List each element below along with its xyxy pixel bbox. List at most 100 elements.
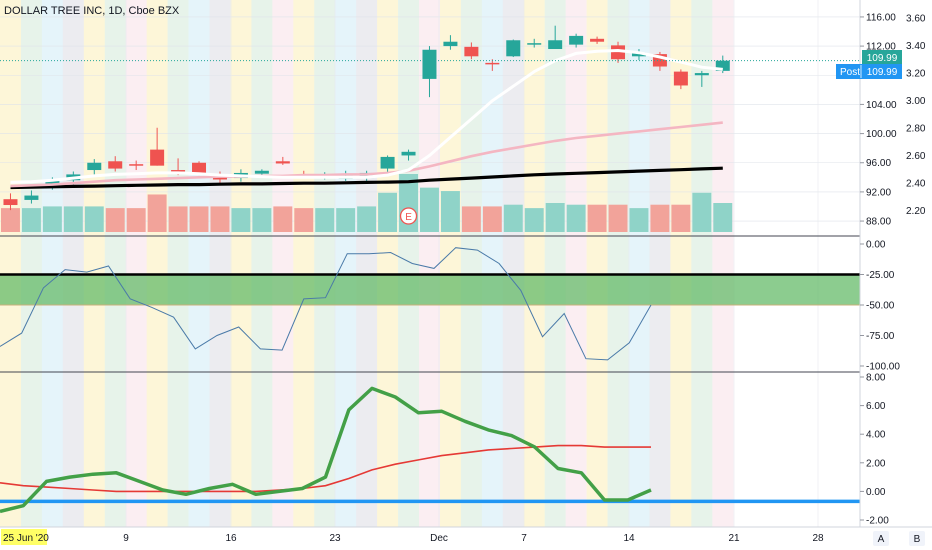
macd-scale-label: 6.00 <box>866 401 886 412</box>
williams-scale-label: -25.00 <box>866 270 895 281</box>
macd-scale-label: -2.00 <box>866 516 889 527</box>
time-axis-label: 14 <box>623 533 635 544</box>
volume-bar <box>168 206 188 232</box>
volume-bar <box>273 206 293 232</box>
session-stripe <box>670 0 692 527</box>
time-axis[interactable]: 25 Jun '20 9 16 23 Dec 7 14 21 28 <box>0 526 932 545</box>
auto-scale-button[interactable] <box>873 531 889 546</box>
chart-title: DOLLAR TREE INC, 1D, Cboe BZX <box>4 5 180 17</box>
volume-bar <box>629 208 649 232</box>
session-stripe <box>188 0 210 527</box>
auto-scale-button-label: A <box>878 534 885 545</box>
price-scale-label: 92.00 <box>866 187 891 198</box>
candle[interactable] <box>275 156 290 165</box>
volume-bar <box>713 203 733 232</box>
macd-scale-label: 2.00 <box>866 458 886 469</box>
volume-bar <box>126 208 146 232</box>
candle[interactable] <box>87 159 102 175</box>
candle-body <box>694 73 709 76</box>
session-stripe <box>20 0 43 527</box>
earnings-marker-label: E <box>405 212 412 223</box>
last-price-value: 109.99 <box>867 53 898 64</box>
candle-body <box>150 149 165 166</box>
candle[interactable] <box>129 160 144 171</box>
candles[interactable] <box>3 25 730 211</box>
volume-bar <box>357 206 377 232</box>
session-stripe <box>251 0 273 527</box>
session-stripe <box>649 0 671 527</box>
b-scale-button[interactable] <box>909 531 925 546</box>
candle[interactable] <box>569 33 584 48</box>
session-stripe <box>419 0 441 527</box>
time-axis-start-highlight <box>1 529 47 545</box>
sma-slow-line <box>10 166 723 190</box>
candle[interactable] <box>401 149 416 161</box>
volume-bar <box>189 206 209 232</box>
moving-averages <box>10 48 723 190</box>
session-stripe <box>691 0 713 527</box>
time-axis-label: 9 <box>123 533 129 544</box>
volume-bar <box>147 194 167 232</box>
candle[interactable] <box>548 25 563 50</box>
candle[interactable] <box>150 127 165 166</box>
candle-body <box>443 41 458 47</box>
session-stripe <box>83 0 106 527</box>
candle[interactable] <box>464 42 479 60</box>
session-stripe <box>230 0 252 527</box>
candle[interactable] <box>527 38 542 48</box>
volume-bar <box>105 208 125 232</box>
candle[interactable] <box>673 69 688 90</box>
candle[interactable] <box>506 39 521 58</box>
time-axis-label: 21 <box>728 533 740 544</box>
candle-body <box>611 45 626 60</box>
time-axis-start-label: 25 Jun '20 <box>3 533 49 544</box>
session-stripe <box>544 0 566 527</box>
williams-scale-label: -100.00 <box>866 362 900 373</box>
candle-body <box>673 71 688 86</box>
volume-bar <box>210 206 230 232</box>
candle[interactable] <box>715 55 730 74</box>
post-market-badge: Post 109.99 <box>836 64 902 79</box>
session-stripe <box>377 0 399 527</box>
candle-body <box>506 40 521 57</box>
candle[interactable] <box>422 46 437 98</box>
pane-separators[interactable] <box>0 235 932 373</box>
candle-body <box>192 162 207 173</box>
candle[interactable] <box>3 193 18 211</box>
price-pane[interactable]: E <box>0 25 860 232</box>
volume-bar <box>21 208 41 232</box>
candle[interactable] <box>24 190 39 204</box>
candle[interactable] <box>108 156 123 172</box>
williams-r-pane[interactable] <box>0 247 860 361</box>
earnings-marker[interactable]: E <box>399 207 418 225</box>
session-stripe <box>0 0 22 527</box>
candle[interactable] <box>611 41 626 63</box>
volume-bar <box>252 208 272 232</box>
candle-body <box>548 40 563 50</box>
candle-body <box>3 199 18 206</box>
post-market-value: 109.99 <box>867 67 898 78</box>
candle[interactable] <box>380 155 395 173</box>
candle-body <box>275 161 290 164</box>
candle-body <box>590 38 605 42</box>
volume-bar <box>378 192 398 232</box>
macd-pane[interactable] <box>0 386 860 514</box>
candle[interactable] <box>590 36 605 44</box>
scale-buttons[interactable]: A B <box>873 531 925 546</box>
candle-body <box>87 162 102 171</box>
secondary-scale-label: 3.60 <box>906 14 926 25</box>
candle[interactable] <box>694 70 709 87</box>
price-scale-label: 88.00 <box>866 217 891 228</box>
price-scale[interactable]: 116.00112.00108.00104.00100.0096.0092.00… <box>859 0 932 527</box>
session-stripe <box>460 0 483 527</box>
candle[interactable] <box>443 35 458 50</box>
sma-mid-line <box>10 121 723 188</box>
candle[interactable] <box>631 49 646 60</box>
session-stripe <box>439 0 462 527</box>
candle-body <box>254 170 269 174</box>
volume-bars <box>1 174 733 232</box>
b-scale-button-label: B <box>914 534 921 545</box>
session-stripe <box>502 0 525 527</box>
secondary-scale-label: 3.40 <box>906 41 926 52</box>
